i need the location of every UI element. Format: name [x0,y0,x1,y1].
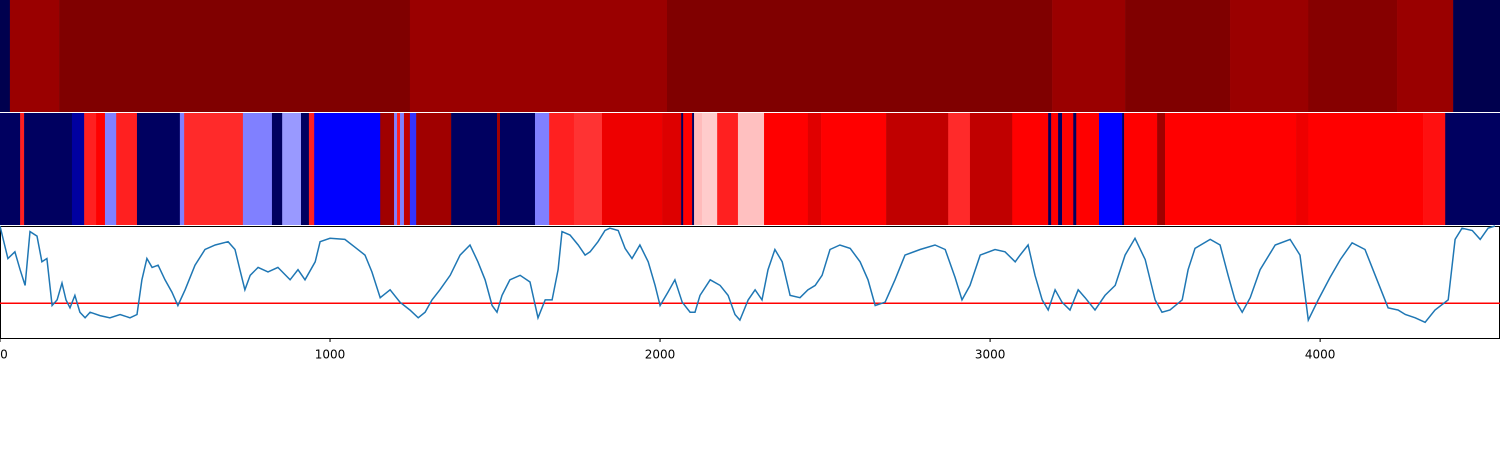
band-segment [104,113,117,225]
band-segment [1048,113,1052,225]
x-tick-label: 4000 [1305,348,1336,362]
band-segment [1296,113,1309,225]
x-tick-label: 1000 [315,348,346,362]
band-segment [1125,0,1231,112]
band-segment [242,113,273,225]
band-segment [681,113,684,225]
band-segment [549,113,575,225]
band-segment [764,113,809,225]
band-segment [314,113,381,225]
band-segment [59,0,411,112]
band-segment [380,113,395,225]
band-segment [573,113,603,225]
band-segment [136,113,181,225]
band-segment [821,113,887,225]
band-segment [84,113,97,225]
band-segment [96,113,106,225]
band-segment [1230,0,1309,112]
band-segment [409,113,417,225]
x-tick-label: 0 [0,348,8,362]
band-segment [71,113,85,225]
band-segment [1308,113,1424,225]
band-segment [409,0,668,112]
band-segment [451,113,498,225]
band-segment [394,113,398,225]
x-tick-label: 2000 [645,348,676,362]
band-segment [694,113,703,225]
band-segment [0,113,21,225]
band-segment [20,113,25,225]
band-segment [282,113,302,225]
band-segment [300,113,310,225]
band-segment [116,113,138,225]
band-segment [807,113,822,225]
band-segment [497,113,501,225]
band-segment [1099,113,1123,225]
band-segment [666,0,1053,112]
band-segment [1423,113,1446,225]
band-segment [1157,113,1166,225]
band-segment [500,113,536,225]
band-segment [692,113,695,225]
band-segment [1058,113,1063,225]
band-segment [683,113,693,225]
band-segment [1453,0,1500,112]
band-segment [701,113,718,225]
band-segment [1012,113,1049,225]
band-segment [1124,113,1158,225]
band-segment [308,113,315,225]
band-segment [1052,0,1126,112]
band-segment [9,0,60,112]
x-tick-label: 3000 [975,348,1006,362]
band-segment [1122,113,1125,225]
band-segment [601,113,663,225]
band-segment [1073,113,1077,225]
band-segment [416,113,452,225]
band-segment [1165,113,1297,225]
band-segment [948,113,971,225]
band-segment [400,113,405,225]
band-segment [179,113,185,225]
band-segment [1397,0,1454,112]
band-segment [886,113,949,225]
band-segment [0,0,11,112]
band-segment [717,113,739,225]
data-line [0,225,1496,324]
band-segment [403,113,411,225]
band-segment [737,113,765,225]
band-segment [397,113,401,225]
band-segment [184,113,244,225]
band-segment [271,113,283,225]
band-segment [1308,0,1398,112]
band-segment [969,113,1013,225]
band-segment [1062,113,1074,225]
band-segment [534,113,550,225]
band-segment [1076,113,1100,225]
band-segment [24,113,73,225]
band-segment [1445,113,1500,225]
band-segment [662,113,682,225]
band-segment [1051,113,1059,225]
plot-frame [0,226,1500,339]
